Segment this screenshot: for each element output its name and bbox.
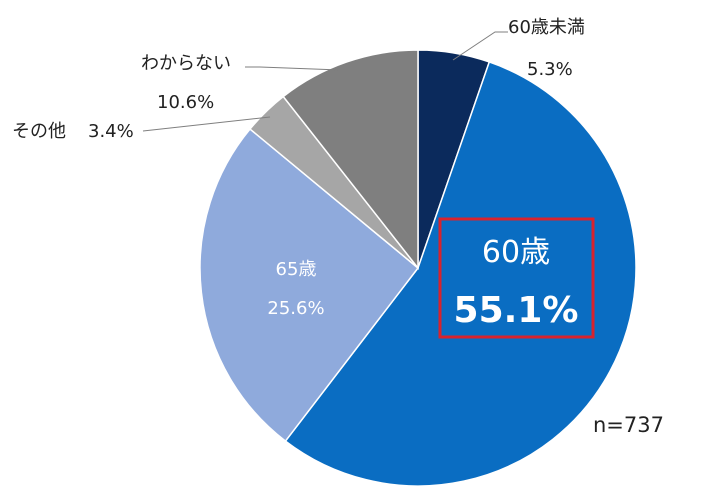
label-other-name: その他 [12,121,66,142]
label-60-name: 60歳 [482,235,550,270]
label-65-name: 65歳 [276,259,317,280]
pie-slices [199,49,637,487]
label-65-value: 25.6% [267,298,324,319]
label-under60-name: 60歳未満 [508,17,585,38]
leader-line-unknown [245,66,341,71]
label-unknown-name: わからない [141,53,231,74]
label-60-value: 55.1% [454,290,579,331]
slice-unknown [282,49,419,271]
sample-size-label: n=737 [593,413,664,437]
slice-60 [284,61,637,487]
label-unknown-value: 10.6% [157,92,214,113]
leader-line-under60 [452,31,508,61]
slice-65 [199,127,420,443]
leader-lines [142,31,508,132]
leader-line-other [142,116,271,132]
label-under60-value: 5.3% [527,59,573,80]
highlight-box [438,217,595,339]
label-other-value: 3.4% [88,121,134,142]
